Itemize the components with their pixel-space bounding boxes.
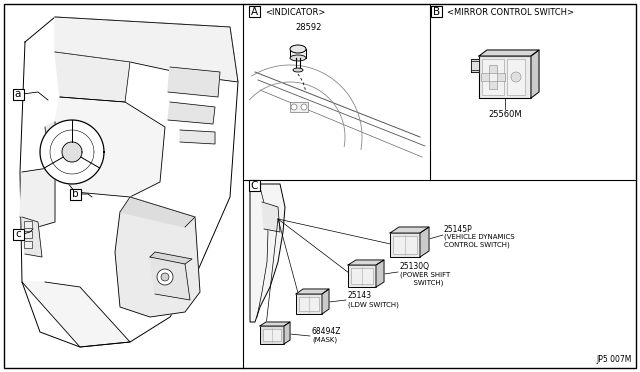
Bar xyxy=(13,89,24,99)
Text: C: C xyxy=(251,180,258,190)
Circle shape xyxy=(301,104,307,110)
Text: A: A xyxy=(251,6,258,16)
Bar xyxy=(348,265,376,287)
Bar xyxy=(260,326,284,344)
Text: SWITCH): SWITCH) xyxy=(400,280,444,286)
Bar xyxy=(393,236,417,254)
Bar xyxy=(482,59,504,95)
Polygon shape xyxy=(22,217,42,257)
Polygon shape xyxy=(62,142,82,162)
Polygon shape xyxy=(55,97,165,197)
Text: (VEHICLE DYNAMICS: (VEHICLE DYNAMICS xyxy=(444,234,515,240)
Polygon shape xyxy=(390,227,429,233)
Polygon shape xyxy=(20,17,238,347)
Text: c: c xyxy=(15,229,21,239)
Text: 25145P: 25145P xyxy=(444,224,473,234)
Circle shape xyxy=(291,104,297,110)
Text: b: b xyxy=(72,189,78,199)
Ellipse shape xyxy=(290,55,306,61)
Bar xyxy=(249,180,260,191)
Circle shape xyxy=(157,269,173,285)
Bar xyxy=(489,65,497,73)
Bar xyxy=(249,6,260,17)
Text: 25143: 25143 xyxy=(348,292,372,301)
Text: (POWER SHIFT: (POWER SHIFT xyxy=(400,272,451,278)
Bar xyxy=(24,231,32,238)
Polygon shape xyxy=(420,227,429,257)
Bar xyxy=(479,56,531,98)
Bar xyxy=(481,73,489,81)
Polygon shape xyxy=(168,102,215,124)
Polygon shape xyxy=(40,120,104,184)
Polygon shape xyxy=(45,122,55,167)
Polygon shape xyxy=(55,17,238,82)
Bar xyxy=(24,241,32,248)
Bar xyxy=(70,189,81,199)
Polygon shape xyxy=(479,50,539,56)
Text: <INDICATOR>: <INDICATOR> xyxy=(265,7,325,16)
Circle shape xyxy=(511,72,521,82)
Bar xyxy=(390,233,420,257)
Polygon shape xyxy=(284,322,290,344)
Text: CONTROL SWITCH): CONTROL SWITCH) xyxy=(444,242,509,248)
Text: (MASK): (MASK) xyxy=(312,337,337,343)
Text: a: a xyxy=(15,89,21,99)
Polygon shape xyxy=(20,167,55,227)
Bar xyxy=(290,49,306,58)
Text: 68494Z: 68494Z xyxy=(312,327,342,337)
Text: 28592: 28592 xyxy=(295,22,321,32)
Polygon shape xyxy=(180,130,215,144)
Polygon shape xyxy=(471,59,479,72)
Bar xyxy=(296,294,322,314)
Text: <MIRROR CONTROL SWITCH>: <MIRROR CONTROL SWITCH> xyxy=(447,7,574,16)
Text: JP5 007M: JP5 007M xyxy=(596,355,632,364)
Polygon shape xyxy=(120,197,195,227)
Text: 25560M: 25560M xyxy=(488,109,522,119)
Polygon shape xyxy=(22,282,130,347)
Polygon shape xyxy=(260,322,290,326)
Bar xyxy=(263,329,281,341)
Polygon shape xyxy=(376,260,384,287)
Polygon shape xyxy=(348,260,384,265)
Polygon shape xyxy=(115,197,200,317)
Bar xyxy=(489,81,497,89)
Text: (LDW SWITCH): (LDW SWITCH) xyxy=(348,302,399,308)
Bar xyxy=(471,61,479,70)
Bar xyxy=(507,59,525,95)
Polygon shape xyxy=(262,202,280,232)
Bar xyxy=(431,6,442,17)
Bar xyxy=(299,297,319,311)
Ellipse shape xyxy=(293,68,303,72)
Text: B: B xyxy=(433,6,440,16)
Ellipse shape xyxy=(290,45,306,53)
Bar xyxy=(497,73,505,81)
Bar xyxy=(290,102,308,112)
Circle shape xyxy=(161,273,169,281)
Bar xyxy=(13,228,24,240)
Polygon shape xyxy=(250,184,285,322)
Polygon shape xyxy=(168,67,220,97)
Text: 25130Q: 25130Q xyxy=(400,263,430,272)
Bar xyxy=(24,221,32,228)
Polygon shape xyxy=(150,252,192,264)
Polygon shape xyxy=(322,289,329,314)
Polygon shape xyxy=(55,52,130,102)
Polygon shape xyxy=(296,289,329,294)
Polygon shape xyxy=(150,257,190,300)
Bar xyxy=(351,268,373,284)
Polygon shape xyxy=(531,50,539,98)
